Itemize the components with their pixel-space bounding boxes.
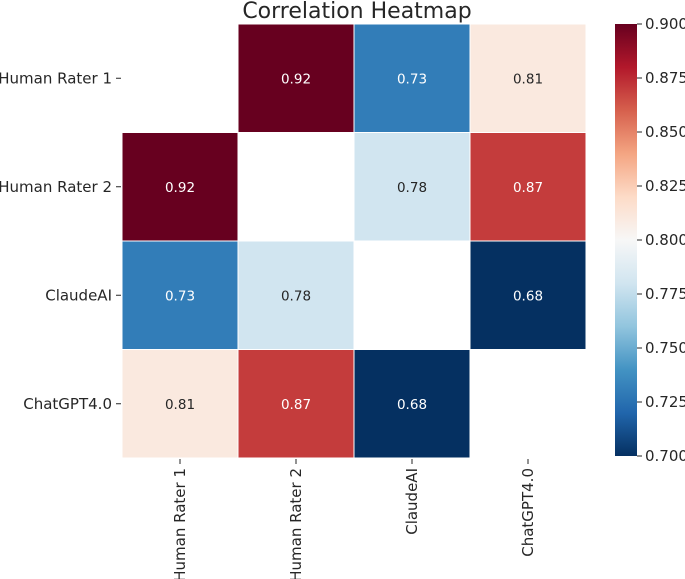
heatmap-cell-label: 0.78 — [397, 180, 427, 196]
heatmap-cell — [121, 132, 239, 242]
x-axis-tick-label: ClaudeAI — [403, 468, 421, 535]
chart-title: Correlation Heatmap — [242, 0, 471, 24]
heatmap-cell-label: 0.73 — [397, 71, 427, 87]
heatmap-cell — [469, 132, 587, 242]
y-axis-tick-label: Human Rater 2 — [0, 178, 112, 196]
x-axis-tick-label: Human Rater 2 — [287, 468, 305, 579]
heatmap-cell — [237, 240, 355, 350]
heatmap-cell — [353, 349, 471, 459]
colorbar-tick-label: 0.900 — [645, 15, 685, 33]
heatmap-cell-label: 0.81 — [165, 397, 195, 413]
heatmap-cells: 0.92 0.73 0.81 0.92 0.78 0.87 0.73 0.78 0.68 0.81… — [121, 23, 587, 459]
colorbar-tick-label: 0.700 — [645, 447, 685, 465]
y-axis-tick-label: ChatGPT4.0 — [23, 395, 112, 413]
colorbar-tick-label: 0.725 — [645, 393, 685, 411]
x-axis-tick-label: ChatGPT4.0 — [519, 468, 537, 557]
colorbar-tick-label: 0.750 — [645, 339, 685, 357]
heatmap-cell-label: 0.92 — [165, 180, 195, 196]
heatmap-cell-label: 0.81 — [513, 71, 543, 87]
heatmap-cell — [469, 23, 587, 133]
colorbar-tick-label: 0.850 — [645, 123, 685, 141]
colorbar-tick-label: 0.875 — [645, 69, 685, 87]
y-axis-tick-labels: Human Rater 1 Human Rater 2 ClaudeAI ChatGP… — [0, 69, 121, 413]
heatmap-cell — [237, 23, 355, 133]
heatmap-cell — [353, 23, 471, 133]
x-axis-tick-label: Human Rater 1 — [171, 468, 189, 579]
colorbar-tick-label: 0.775 — [645, 285, 685, 303]
colorbar — [615, 24, 637, 456]
y-axis-tick-label: Human Rater 1 — [0, 69, 112, 87]
heatmap-cell-label: 0.92 — [281, 71, 311, 87]
heatmap-cell-label: 0.68 — [397, 397, 427, 413]
colorbar-tick-label: 0.800 — [645, 231, 685, 249]
y-axis-tick-label: ClaudeAI — [45, 286, 112, 304]
heatmap-cell-label: 0.73 — [165, 288, 195, 304]
x-axis-tick-labels: Human Rater 1 Human Rater 2 ClaudeAI ChatGP… — [171, 459, 537, 579]
colorbar-tick-labels: 0.700 0.725 0.750 0.775 0.800 0.825 0.850 0.875… — [637, 15, 685, 465]
colorbar-tick-label: 0.825 — [645, 177, 685, 195]
heatmap-cell-label: 0.87 — [281, 397, 311, 413]
heatmap-cell-label: 0.78 — [281, 288, 311, 304]
heatmap-cell-label: 0.68 — [513, 288, 543, 304]
heatmap-cell — [469, 240, 587, 350]
heatmap-cell-label: 0.87 — [513, 180, 543, 196]
heatmap-cell — [121, 349, 239, 459]
heatmap-cell — [353, 132, 471, 242]
